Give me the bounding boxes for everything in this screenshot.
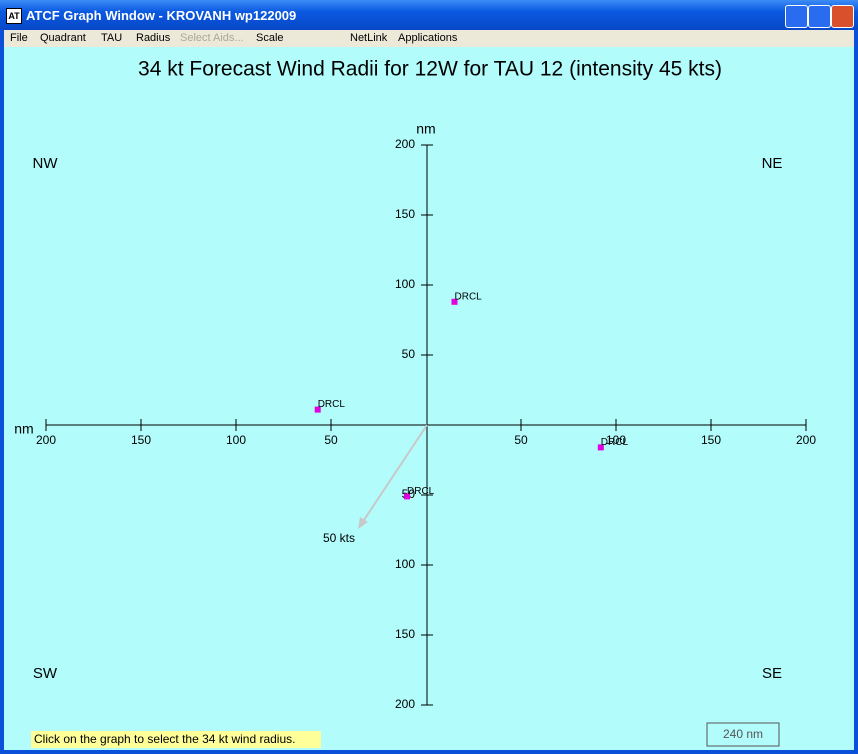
x-tick-label: 150: [701, 433, 721, 447]
plot-area[interactable]: [4, 47, 854, 750]
y-tick-label: 150: [395, 627, 415, 641]
status-hint: Click on the graph to select the 34 kt w…: [34, 732, 295, 746]
close-button[interactable]: [831, 5, 854, 28]
y-tick-label: 200: [395, 137, 415, 151]
menu-item[interactable]: Radius: [136, 32, 171, 44]
y-tick-label: 100: [395, 277, 415, 291]
y-tick-label: 150: [395, 207, 415, 221]
annotation: 50 kts: [323, 531, 355, 545]
quadrant-label: NE: [762, 155, 783, 172]
data-point: [451, 298, 458, 305]
y-tick-label: 100: [395, 557, 415, 571]
scale-label: 240 nm: [723, 727, 763, 741]
minimize-button[interactable]: [785, 5, 808, 28]
chart-title: 34 kt Forecast Wind Radii for 12W for TA…: [138, 58, 722, 81]
y-axis-label: nm: [416, 121, 435, 137]
x-axis-label: nm: [14, 421, 33, 437]
window-title: ATCF Graph Window - KROVANH wp122009: [26, 8, 297, 23]
menu-item: Select Aids...: [180, 32, 244, 44]
data-point: [597, 444, 604, 451]
x-tick-label: 100: [606, 433, 626, 447]
title-bar: AT ATCF Graph Window - KROVANH wp122009: [0, 0, 858, 30]
y-tick-label: 200: [395, 697, 415, 711]
x-tick-label: 200: [36, 433, 56, 447]
app-icon: AT: [6, 8, 22, 24]
quadrant-label: SE: [762, 665, 782, 682]
arrow: [359, 424, 428, 527]
quadrant-label: NW: [33, 155, 59, 172]
menu-item[interactable]: Scale: [256, 32, 284, 44]
menu-item[interactable]: TAU: [101, 32, 123, 44]
scale-box: [706, 722, 780, 747]
menu-item[interactable]: Applications: [398, 32, 458, 44]
menu-bar: File Quadrant TAU Radius Select Aids... Scale…: [4, 30, 854, 47]
x-tick-label: 50: [324, 433, 338, 447]
x-tick-label: 100: [226, 433, 246, 447]
quadrant-label: SW: [33, 665, 58, 682]
x-tick-label: 50: [514, 433, 528, 447]
arrow-head: [358, 517, 368, 529]
y-tick-label: 50: [402, 347, 416, 361]
hint-bg: [31, 731, 321, 748]
maximize-button[interactable]: [808, 5, 831, 28]
point-label: DRCL: [407, 486, 435, 497]
menu-item[interactable]: File: [10, 32, 28, 44]
x-tick-label: 150: [131, 433, 151, 447]
data-point: [404, 493, 410, 500]
point-label: DRCL: [455, 291, 483, 302]
menu-item[interactable]: NetLink: [350, 32, 388, 44]
menu-item[interactable]: Quadrant: [40, 32, 86, 44]
data-point: [314, 406, 321, 413]
point-label: DRCL: [601, 437, 629, 448]
point-label: DRCL: [318, 399, 346, 410]
x-tick-label: 200: [796, 433, 816, 447]
